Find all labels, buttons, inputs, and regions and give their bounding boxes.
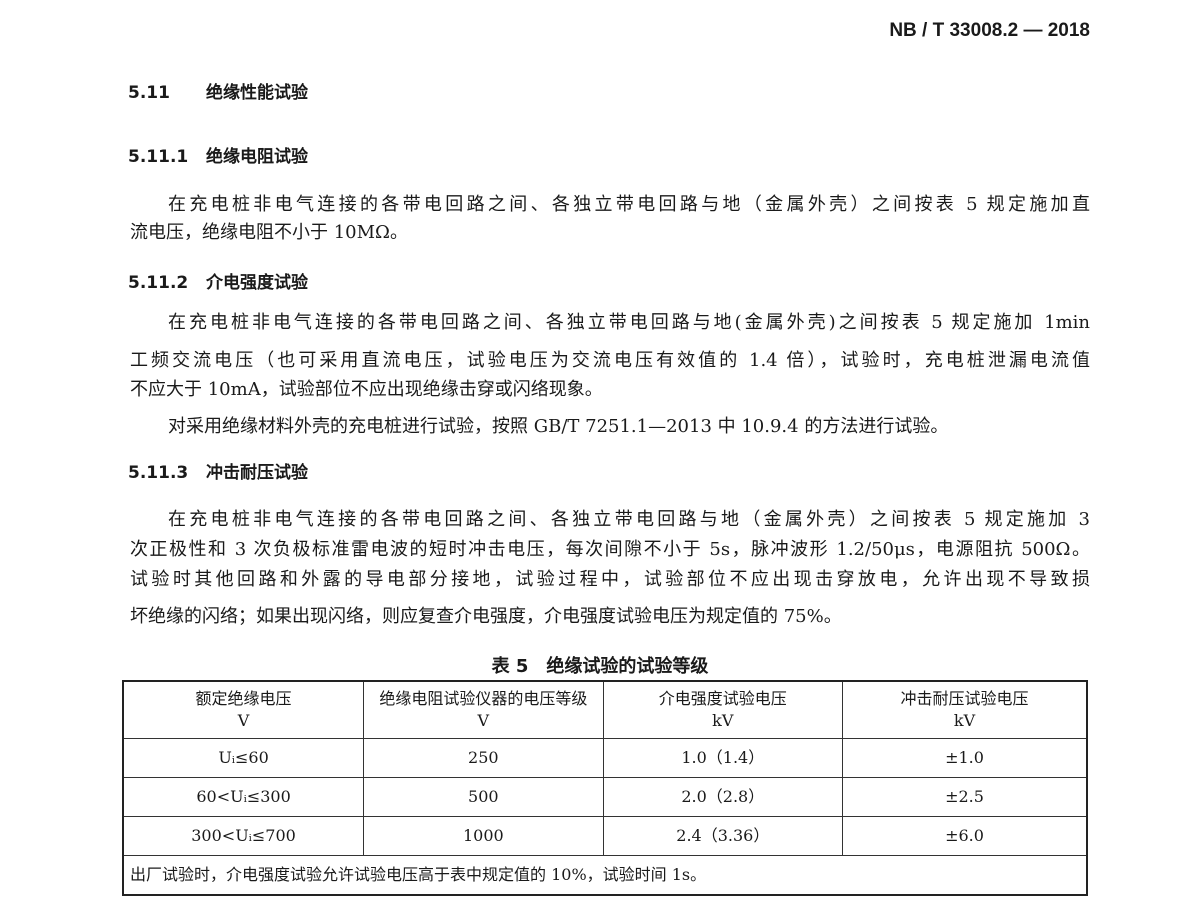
column-header: 绝缘电阻试验仪器的电压等级 V — [363, 680, 604, 739]
table-note: 出厂试验时，介电强度试验允许试验电压高于表中规定值的 10%，试验时间 1s。 — [122, 855, 1088, 896]
paragraph-line: 不应大于 10mA，试验部位不应出现绝缘击穿或闪络现象。 — [130, 379, 603, 400]
section-heading-5-11-2: 5.11.2 介电强度试验 — [128, 268, 308, 293]
paragraph-line: 试验时其他回路和外露的导电部分接地，试验过程中，试验部位不应出现击穿放电，允许出… — [130, 569, 1090, 590]
section-number: 5.11.3 — [128, 463, 189, 483]
paragraph-line: 在充电桩非电气连接的各带电回路之间、各独立带电回路与地（金属外壳）之间按表 5 … — [168, 194, 1090, 215]
header-label: 冲击耐压试验电压 — [900, 689, 1029, 708]
column-header: 介电强度试验电压 kV — [602, 680, 844, 739]
paragraph-line: 对采用绝缘材料外壳的充电桩进行试验，按照 GB/T 7251.1—2013 中 … — [168, 416, 949, 437]
paragraph-line: 在充电桩非电气连接的各带电回路之间、各独立带电回路与地(金属外壳)之间按表 5 … — [168, 312, 1090, 333]
table-cell: ±1.0 — [842, 738, 1088, 778]
section-title: 绝缘性能试验 — [206, 83, 308, 103]
table-title: 表 5 绝缘试验的试验等级 — [491, 656, 709, 677]
header-unit: kV — [712, 711, 734, 730]
table-row: 300<Uᵢ≤700 1000 2.4（3.36） ±6.0 — [122, 816, 1088, 856]
table-cell: 300<Uᵢ≤700 — [122, 816, 365, 856]
section-number: 5.11.2 — [128, 273, 189, 293]
paragraph-line: 工频交流电压（也可采用直流电压，试验电压为交流电压有效值的 1.4 倍），试验时… — [130, 350, 1090, 371]
table-row: 60<Uᵢ≤300 500 2.0（2.8） ±2.5 — [122, 777, 1088, 817]
table-row: Uᵢ≤60 250 1.0（1.4） ±1.0 — [122, 738, 1088, 778]
insulation-test-table: 额定绝缘电压 V 绝缘电阻试验仪器的电压等级 V 介电强度试验电压 kV 冲击耐压试验… — [122, 680, 1088, 896]
table-cell: 60<Uᵢ≤300 — [122, 777, 365, 817]
column-header: 额定绝缘电压 V — [122, 680, 365, 739]
header-label: 绝缘电阻试验仪器的电压等级 — [379, 689, 588, 708]
table-cell: Uᵢ≤60 — [122, 738, 365, 778]
header-unit: V — [477, 711, 490, 730]
section-number: 5.11 — [128, 83, 170, 103]
section-title: 绝缘电阻试验 — [206, 147, 308, 167]
table-cell: 1.0（1.4） — [602, 738, 844, 778]
table-cell: ±2.5 — [842, 777, 1088, 817]
paragraph-line: 坏绝缘的闪络；如果出现闪络，则应复查介电强度，介电强度试验电压为规定值的 75%… — [130, 606, 842, 627]
paragraph-line: 流电压，绝缘电阻不小于 10MΩ。 — [130, 222, 408, 243]
standard-number: NB / T 33008.2 — 2018 — [889, 20, 1090, 41]
table-cell: 2.0（2.8） — [602, 777, 844, 817]
section-title: 冲击耐压试验 — [206, 463, 308, 483]
paragraph-line: 在充电桩非电气连接的各带电回路之间、各独立带电回路与地（金属外壳）之间按表 5 … — [168, 509, 1090, 530]
section-heading-5-11-1: 5.11.1 绝缘电阻试验 — [128, 142, 308, 167]
header-unit: V — [237, 711, 250, 730]
table-note-row: 出厂试验时，介电强度试验允许试验电压高于表中规定值的 10%，试验时间 1s。 — [122, 855, 1088, 896]
table-header-row: 额定绝缘电压 V 绝缘电阻试验仪器的电压等级 V 介电强度试验电压 kV 冲击耐压试验… — [122, 680, 1088, 739]
header-label: 额定绝缘电压 — [195, 689, 292, 708]
table-cell: 1000 — [363, 816, 604, 856]
column-header: 冲击耐压试验电压 kV — [842, 680, 1088, 739]
section-title: 介电强度试验 — [206, 273, 308, 293]
table-cell: 2.4（3.36） — [602, 816, 844, 856]
table-cell: 250 — [363, 738, 604, 778]
table-cell: 500 — [363, 777, 604, 817]
header-unit: kV — [953, 711, 976, 730]
section-heading-5-11: 5.11 绝缘性能试验 — [128, 78, 308, 103]
table-cell: ±6.0 — [842, 816, 1088, 856]
header-label: 介电强度试验电压 — [658, 689, 787, 708]
section-heading-5-11-3: 5.11.3 冲击耐压试验 — [128, 458, 308, 483]
paragraph-line: 次正极性和 3 次负极标准雷电波的短时冲击电压，每次间隙不小于 5s，脉冲波形 … — [130, 539, 1090, 560]
section-number: 5.11.1 — [128, 147, 189, 167]
